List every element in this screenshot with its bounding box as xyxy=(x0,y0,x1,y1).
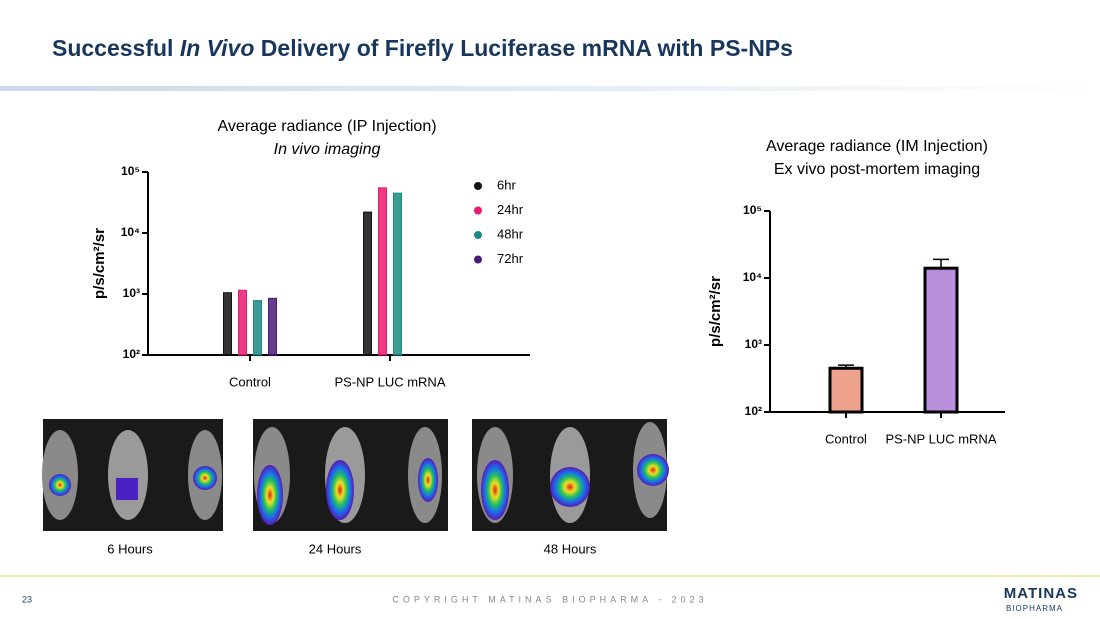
legend-label: 72hr xyxy=(497,251,524,266)
error-bar xyxy=(933,258,949,269)
legend-marker xyxy=(474,255,482,264)
error-bar xyxy=(838,364,854,369)
x-tick-label: PS-NP LUC mRNA xyxy=(885,431,996,446)
x-tick-label: PS-NP LUC mRNA xyxy=(334,374,445,389)
legend-marker xyxy=(474,231,482,239)
chart-title: Average radiance (IM Injection) xyxy=(766,138,988,155)
bar xyxy=(923,266,959,414)
caption: 24 Hours xyxy=(309,541,362,556)
chart-title: Average radiance (IP Injection) xyxy=(217,118,436,135)
y-tick-label: 10³ xyxy=(745,337,762,351)
bar xyxy=(828,366,864,414)
footer-rule xyxy=(0,575,1100,577)
y-axis-label: p/s/cm²/sr xyxy=(91,228,108,299)
bar xyxy=(378,187,387,356)
chart-subtitle: In vivo imaging xyxy=(274,141,381,158)
bar xyxy=(223,292,232,356)
bar xyxy=(393,192,402,356)
slide-title: Successful In Vivo Delivery of Firefly L… xyxy=(52,35,793,61)
x-tick-label: Control xyxy=(229,374,271,389)
y-tick-label: 10⁴ xyxy=(121,225,140,239)
y-tick-label: 10⁵ xyxy=(743,203,762,217)
y-tick-label: 10³ xyxy=(123,286,140,300)
y-axis-label: p/s/cm²/sr xyxy=(707,276,724,347)
bar xyxy=(253,300,262,356)
y-tick-label: 10² xyxy=(123,347,140,361)
mouse-images xyxy=(42,419,669,531)
bar xyxy=(268,297,277,356)
caption: 6 Hours xyxy=(107,541,153,556)
legend-label: 24hr xyxy=(497,202,524,217)
copyright: COPYRIGHT MATINAS BIOPHARMA - 2023 xyxy=(392,594,707,604)
bar xyxy=(238,289,247,356)
legend-marker xyxy=(474,182,482,190)
page-number: 23 xyxy=(22,594,32,604)
y-tick-label: 10⁴ xyxy=(743,270,762,284)
legend-label: 48hr xyxy=(497,226,524,241)
caption: 48 Hours xyxy=(544,541,597,556)
x-tick-label: Control xyxy=(825,431,867,446)
legend-label: 6hr xyxy=(497,177,516,192)
legend-marker xyxy=(474,206,482,215)
chart-subtitle: Ex vivo post-mortem imaging xyxy=(774,161,980,178)
y-tick-label: 10² xyxy=(745,404,762,418)
bar xyxy=(363,211,372,356)
title-rule xyxy=(0,86,1100,91)
logo-sub: BIOPHARMA xyxy=(1006,604,1063,613)
logo: MATINAS xyxy=(1004,585,1078,602)
y-tick-label: 10⁵ xyxy=(121,164,140,178)
